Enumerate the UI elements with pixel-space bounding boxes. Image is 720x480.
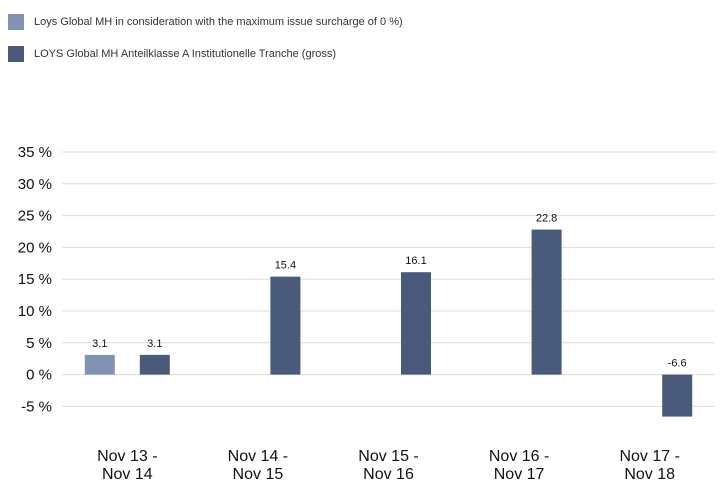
- y-tick-label: 0 %: [26, 367, 52, 384]
- legend-swatch-institutional-tranche: [8, 46, 24, 62]
- x-tick-label: Nov 14: [102, 466, 153, 480]
- x-tick-label: Nov 15: [233, 466, 284, 480]
- y-axis-ticks: 35 % 30 % 25 % 20 % 15 % 10 % 5 % 0 % -5 %: [18, 144, 52, 415]
- data-label: -6.6: [668, 358, 687, 370]
- data-label: 3.1: [92, 338, 107, 350]
- chart-legend: Loys Global MH in consideration with the…: [8, 12, 708, 76]
- y-tick-label: -5 %: [21, 398, 52, 415]
- x-tick-label: Nov 16 -: [489, 448, 549, 465]
- bar: [84, 354, 115, 375]
- y-tick-label: 30 %: [18, 176, 52, 193]
- x-tick-label: Nov 13 -: [97, 448, 157, 465]
- legend-item-institutional-tranche: LOYS Global MH Anteilklasse A Institutio…: [8, 44, 708, 64]
- y-tick-label: 10 %: [18, 303, 52, 320]
- data-label: 22.8: [536, 213, 557, 225]
- bar: [662, 374, 693, 417]
- x-tick-label: Nov 17 -: [619, 448, 679, 465]
- legend-label-issue-surcharge: Loys Global MH in consideration with the…: [34, 16, 403, 28]
- x-tick-label: Nov 17: [494, 466, 545, 480]
- data-label: 16.1: [405, 255, 426, 267]
- x-tick-label: Nov 16: [363, 466, 414, 480]
- data-label: 3.1: [147, 338, 162, 350]
- bar: [531, 229, 562, 375]
- bar: [270, 276, 301, 375]
- data-label: 15.4: [275, 260, 296, 272]
- legend-item-issue-surcharge: Loys Global MH in consideration with the…: [8, 12, 708, 32]
- bar: [401, 272, 431, 375]
- legend-label-institutional-tranche: LOYS Global MH Anteilklasse A Institutio…: [34, 48, 337, 60]
- data-labels: 3.1 3.1 15.4 16.1 22.8 -6.6: [92, 213, 687, 370]
- x-tick-label: Nov 14 -: [228, 448, 288, 465]
- y-tick-label: 5 %: [26, 335, 52, 352]
- bar: [139, 354, 170, 375]
- bars: [84, 229, 693, 417]
- grid-lines: [62, 151, 715, 407]
- y-tick-label: 35 %: [18, 144, 52, 161]
- y-tick-label: 25 %: [18, 208, 52, 225]
- x-tick-label: Nov 18: [624, 466, 675, 480]
- y-tick-label: 20 %: [18, 239, 52, 256]
- x-tick-label: Nov 15 -: [358, 448, 418, 465]
- y-tick-label: 15 %: [18, 271, 52, 288]
- legend-swatch-issue-surcharge: [8, 14, 24, 30]
